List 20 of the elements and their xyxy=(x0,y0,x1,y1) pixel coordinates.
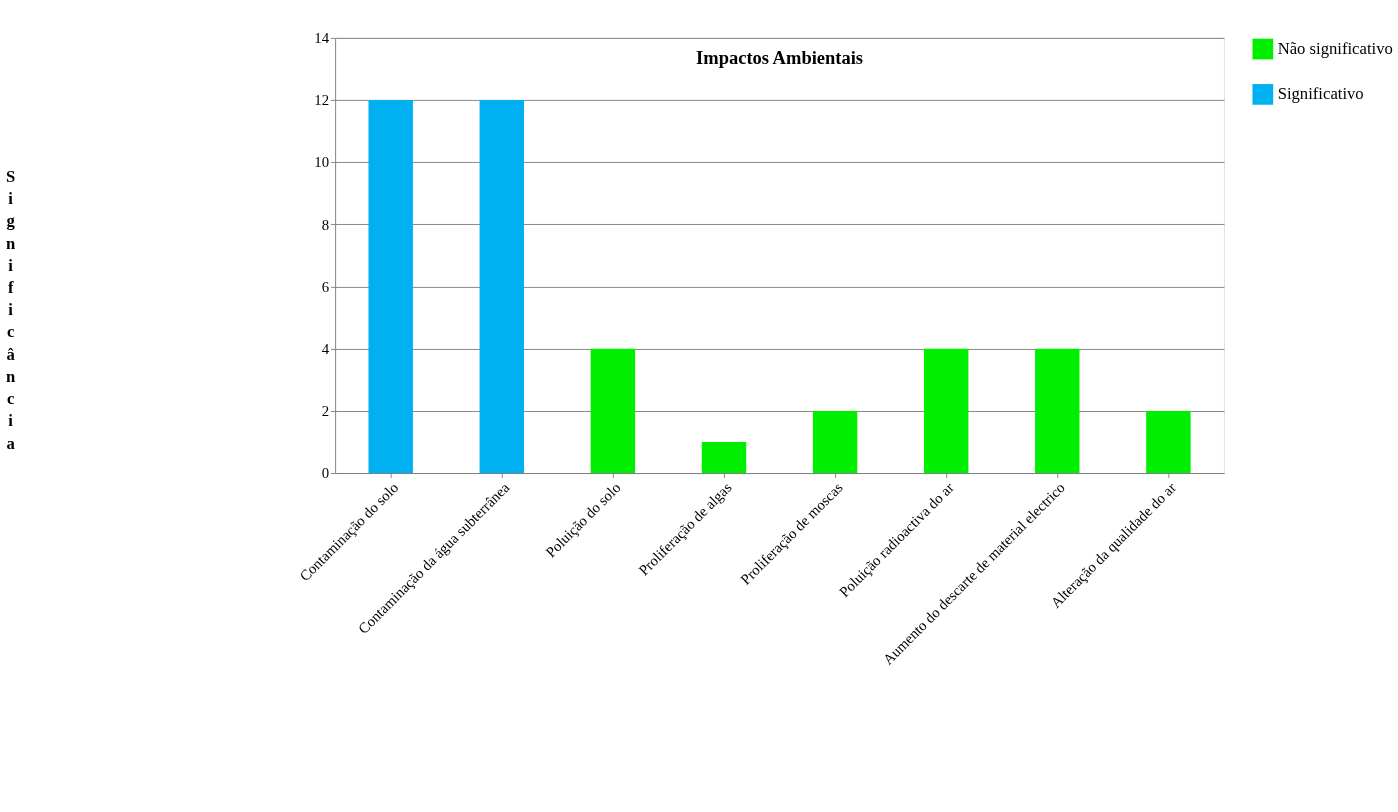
bar xyxy=(1146,410,1191,474)
legend-label: Significativo xyxy=(1277,84,1364,104)
y-tick-label: 8 xyxy=(321,216,330,233)
legend-label: Não significativo xyxy=(1277,38,1393,58)
y-tick-label: 10 xyxy=(314,154,330,171)
y-tick-label: 4 xyxy=(321,340,330,357)
bar xyxy=(590,348,636,474)
y-tick-label: 12 xyxy=(314,92,330,109)
bar xyxy=(701,441,747,474)
bar xyxy=(812,410,858,474)
bar xyxy=(1035,348,1080,474)
text: Significância xyxy=(6,166,16,453)
bar xyxy=(923,348,969,474)
text: Impactos Ambientais xyxy=(696,47,864,68)
bar xyxy=(368,100,413,474)
y-tick-label: 14 xyxy=(314,30,330,47)
bar xyxy=(479,100,525,474)
y-tick-label: 0 xyxy=(321,465,330,482)
y-tick-label: 2 xyxy=(321,402,330,419)
y-tick-label: 6 xyxy=(321,278,330,295)
